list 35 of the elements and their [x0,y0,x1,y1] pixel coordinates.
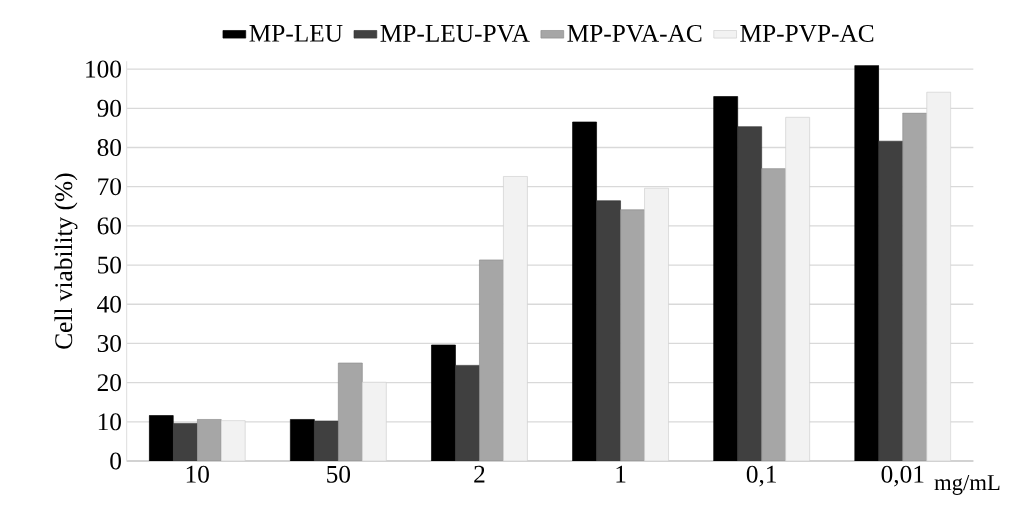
x-tick-label: 0,01 [881,465,924,487]
y-tick-label: 70 [98,178,121,196]
bar [596,200,621,461]
y-tick-label: 40 [97,295,121,313]
y-tick-label: 20 [97,374,121,392]
y-tick-label: 0 [110,452,121,470]
legend-label: MP-PVP-AC [740,24,874,43]
legend-label: MP-PVA-AC [567,24,702,43]
y-tick-label: 30 [97,334,121,352]
bar [455,365,480,461]
bar [902,112,928,461]
bar [761,168,786,461]
y-tick-label: 10 [98,413,121,431]
y-tick-label: 100 [86,60,121,78]
y-tick-label: 60 [97,217,121,235]
x-tick-label: 0,1 [746,465,776,487]
y-tick-label: 90 [97,99,121,117]
bar [620,209,645,461]
bar [172,423,198,461]
x-tick-label: 1 [616,465,626,483]
y-tick-label: 50 [98,256,121,274]
x-tick-label: 2 [474,465,485,483]
x-tick-label: 50 [327,465,351,483]
bar [737,126,763,461]
bar [479,259,504,461]
bar [338,362,363,461]
bar [314,420,339,461]
legend-label: MP-LEU-PVA [380,24,530,43]
y-tick-label: 80 [97,138,121,157]
x-tick-label: 10 [186,465,209,483]
x-axis-title: mg/mL [934,475,1000,495]
y-axis-title: Cell viability (%) [54,173,78,349]
bar [196,419,222,461]
bar [878,140,904,461]
legend-label: MP-LEU [249,25,343,42]
